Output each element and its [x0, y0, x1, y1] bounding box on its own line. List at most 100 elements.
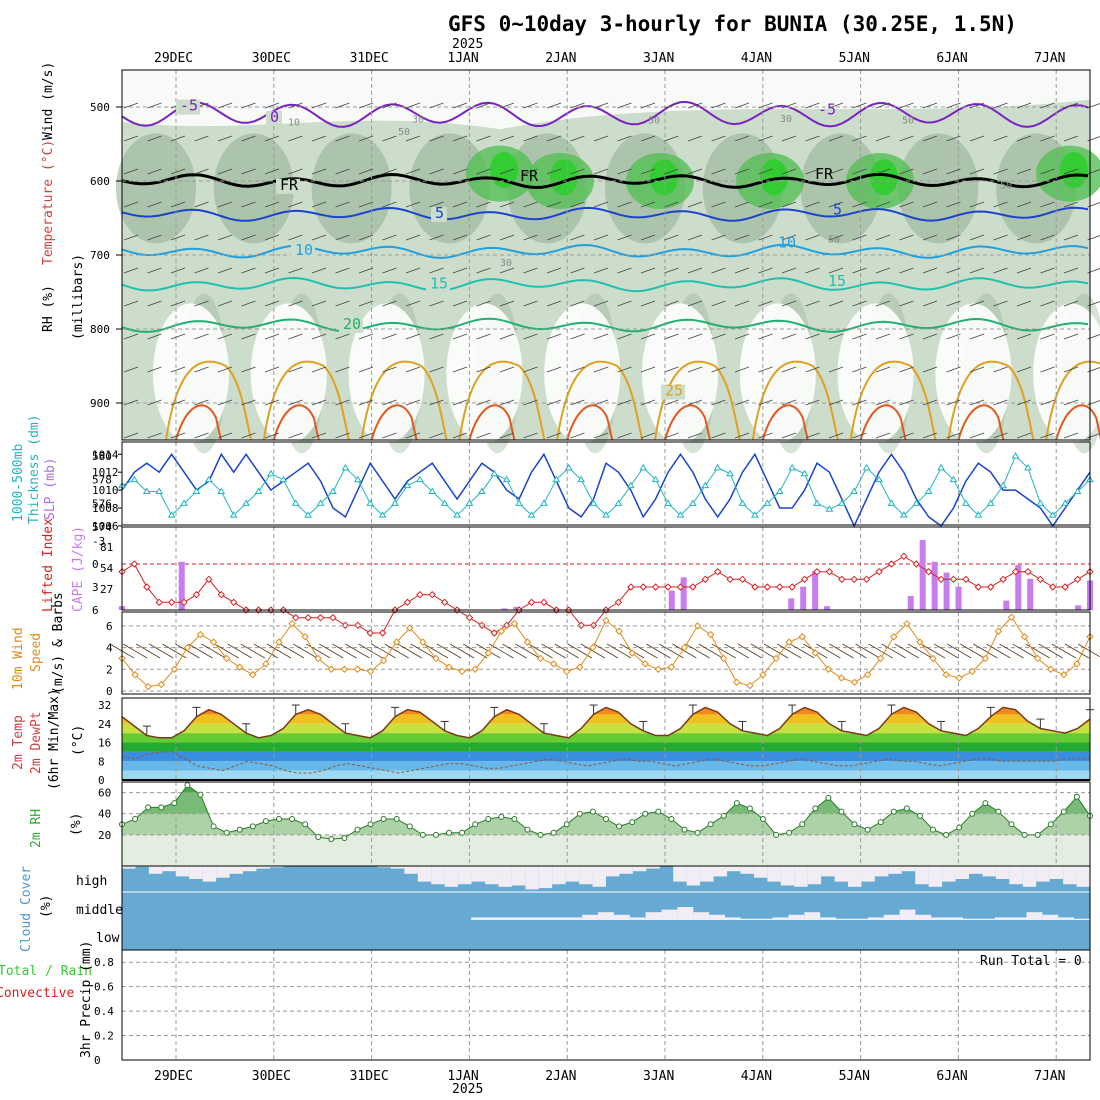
upper-wind-barb [969, 300, 985, 307]
upper-wind-barb [288, 432, 303, 439]
upper-wind-barb [476, 366, 491, 373]
wind-barb [1012, 643, 1037, 659]
upper-wind-barb [523, 333, 538, 340]
cloud-unit: (%) [39, 895, 54, 918]
upper-wind-barb [687, 432, 703, 439]
upper-wind-barb [734, 333, 750, 340]
wind-barb [750, 643, 776, 659]
cape-ylabel-right: CAPE (J/kg) [71, 526, 86, 612]
upper-wind-barb [546, 201, 562, 208]
rh-contour-label: 50 [398, 127, 410, 138]
upper-wind-barb [781, 399, 797, 406]
upper-wind-barb [687, 399, 703, 406]
upper-wind-barb [734, 135, 750, 142]
rh-contour-label: 50 [648, 115, 660, 126]
cloud-high-gap [525, 866, 539, 890]
upper-wind-barb [170, 300, 186, 307]
upper-wind-barb [335, 267, 350, 274]
upper-wind-barb [382, 234, 397, 241]
upper-wind-barb [499, 234, 515, 241]
slp-tick-label: 1008 [92, 502, 119, 515]
upper-wind-barb [570, 333, 585, 340]
upper-wind-barb [335, 135, 350, 142]
thickness-marker [440, 499, 449, 506]
wind-barb [397, 643, 422, 659]
thickness-marker [540, 499, 548, 506]
rh-marker [132, 816, 139, 822]
upper-wind-barb [993, 333, 1008, 340]
slp-tick-label: 1010 [92, 484, 119, 497]
wind-speed-marker [353, 665, 362, 673]
thickness-marker [899, 511, 908, 518]
cape-bar [1015, 564, 1022, 610]
cape-tick-label: 81 [100, 541, 113, 554]
wind-barb [567, 643, 593, 659]
lifted-index-marker [478, 621, 486, 630]
thickness-marker [552, 475, 561, 483]
upper-wind-barb [664, 102, 679, 109]
rh-mid-blob [116, 133, 196, 244]
upper-wind-barb [241, 234, 256, 241]
upper-wind-barb [264, 399, 280, 406]
wind-speed-marker [903, 619, 911, 628]
upper-wind-barb [288, 135, 303, 142]
upper-wind-barb [358, 300, 374, 307]
cloud-high-gap [713, 866, 727, 877]
upper-wind-barb [805, 333, 820, 340]
isotherm-25 [360, 360, 448, 441]
wind-barb [201, 643, 226, 659]
upper-wind-barb [335, 399, 350, 406]
cape-ylabel-left: Lifted Index [41, 518, 56, 612]
rh-marker [275, 816, 282, 822]
upper-wind-barb [946, 333, 961, 340]
upper-wind-barb [758, 234, 773, 241]
upper-wind-barb [828, 333, 844, 340]
upper-wind-barb [758, 399, 773, 406]
rh-marker [537, 831, 544, 838]
cape-tick-label: 54 [100, 562, 114, 575]
isotherm-label: FR [280, 176, 299, 194]
wind-speed-marker [759, 671, 767, 679]
rh-contour-label: 50 [902, 115, 914, 126]
upper-wind-barb [523, 201, 538, 208]
upper-wind-barb [1016, 135, 1032, 142]
rh-marker [943, 831, 950, 838]
cape-bar [668, 590, 675, 610]
cloud-middle-gap [804, 912, 821, 920]
upper-wind-barb [452, 366, 468, 373]
wind-barb [306, 643, 331, 659]
upper-wind-barb [593, 201, 609, 208]
upper-wind-barb [852, 399, 867, 406]
upper-wind-barb [946, 432, 961, 439]
upper-wind-barb [499, 168, 515, 175]
wind-barb [515, 643, 540, 659]
upper-wind-barb [217, 201, 233, 208]
upper-wind-barb [1040, 135, 1055, 142]
upper-wind-barb [922, 399, 938, 406]
precip-frame [121, 949, 1091, 1061]
rh-marker [773, 831, 780, 838]
upper-wind-barb [123, 300, 139, 307]
upper-wind-barb [335, 300, 350, 307]
wind-speed-marker [746, 681, 754, 690]
upper-wind-barb [828, 201, 844, 208]
upper-wind-barb [664, 432, 679, 439]
wind-barb [881, 643, 906, 659]
date-label-top: 6JAN [936, 51, 967, 66]
rh-contour-label: 30 [500, 258, 512, 269]
cloud-high-gap [969, 866, 983, 874]
upper-wind-barb [194, 267, 209, 274]
cape-bar [1075, 605, 1082, 610]
lifted-index-marker [887, 560, 896, 568]
rh-marker [576, 810, 583, 817]
wind-speed-marker [327, 665, 336, 673]
rh-marker [956, 824, 963, 831]
upper-wind-barb [946, 234, 961, 241]
thickness-marker [229, 511, 238, 518]
thickness-marker [837, 499, 846, 506]
thickness-marker [167, 511, 176, 518]
rh-marker [459, 829, 466, 836]
cloud-middle-gap [740, 918, 757, 920]
temp-band [122, 751, 1090, 762]
rh-marker [799, 821, 806, 828]
